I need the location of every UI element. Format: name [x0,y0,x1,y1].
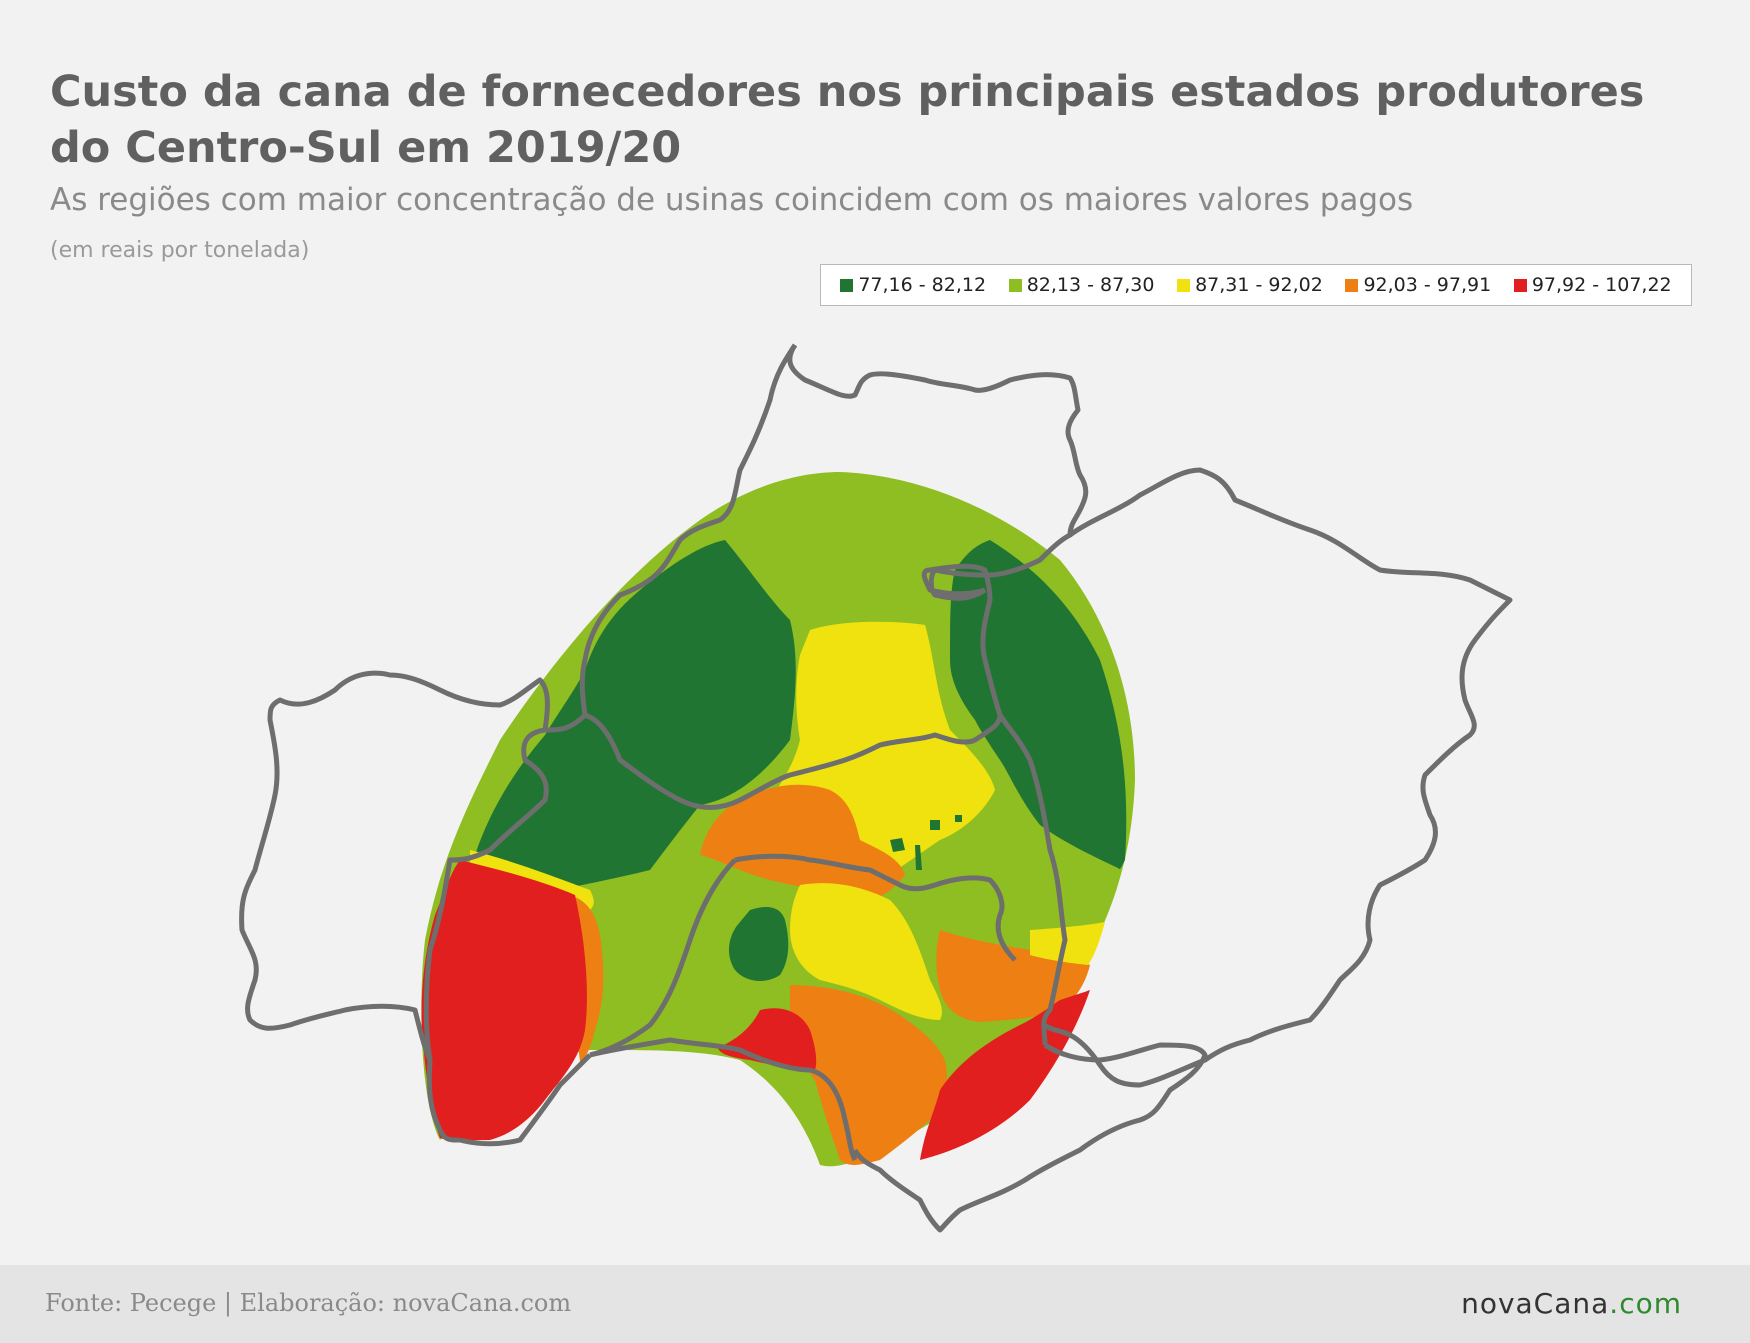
zone-77-82-northwest [475,540,796,890]
border-ms-north [239,670,550,1062]
border-southeast-coast [852,1042,1208,1233]
zone-77-82-island [728,907,789,982]
border-sp-south [589,1037,858,1162]
brand-logo: novaCana.com [1461,1287,1682,1320]
legend-label-1: 77,16 - 82,12 [858,274,987,296]
legend-item-3: 87,31 - 92,02 [1177,274,1323,296]
legend-item-5: 97,92 - 107,22 [1513,274,1672,296]
unit-note: (em reais por tonelada) [50,238,310,263]
zone-92-97-south [790,985,948,1165]
border-sp-interior-2 [589,858,737,1058]
zone-87-92-east [1030,922,1105,965]
title-line-2: do Centro-Sul em 2019/20 [50,123,682,173]
zone-97-107-southeast [920,990,1090,1160]
border-mato-grosso-do-sul [423,713,587,1143]
border-sp-interior-1 [734,853,1017,962]
state-borders [239,343,1513,1233]
map-title: Custo da cana de fornecedores nos princi… [50,64,1645,176]
border-goias [579,343,798,716]
border-minas-triangle [921,563,1003,716]
footer-bar: Fonte: Pecege | Elaboração: novaCana.com… [0,1265,1750,1343]
border-parana [459,1053,592,1147]
legend-label-3: 87,31 - 92,02 [1195,274,1323,296]
zone-97-107-west [421,860,587,1141]
brand-logo-main: novaCana [1461,1287,1610,1320]
border-sao-paulo [584,712,1003,810]
legend-swatch-4 [1345,278,1359,292]
legend-swatch-3 [1177,278,1191,292]
zone-92-97-central [700,784,905,902]
legend-swatch-5 [1513,278,1527,292]
legend-item-2: 82,13 - 87,30 [1008,274,1155,296]
zone-97-107-south-small [718,1008,817,1070]
legend-item-4: 92,03 - 97,91 [1345,274,1491,296]
legend: 77,16 - 82,12 82,13 - 87,30 87,31 - 92,0… [820,264,1692,306]
choropleth-map [239,343,1513,1233]
legend-swatch-2 [1008,278,1022,292]
zone-87-92-south [790,883,942,1020]
legend-label-2: 82,13 - 87,30 [1026,274,1155,296]
legend-item-1: 77,16 - 82,12 [840,274,986,296]
zone-77-82-northeast [950,540,1127,870]
title-line-1: Custo da cana de fornecedores nos princi… [50,67,1645,117]
source-credit: Fonte: Pecege | Elaboração: novaCana.com [45,1289,572,1317]
legend-label-5: 97,92 - 107,22 [1531,274,1672,296]
brand-logo-tld: .com [1609,1287,1682,1320]
map-subtitle: As regiões com maior concentração de usi… [50,182,1414,218]
legend-label-4: 92,03 - 97,91 [1363,274,1492,296]
legend-swatch-1 [840,278,854,292]
border-minas-south [997,713,1068,1046]
cost-surface [421,472,1135,1167]
